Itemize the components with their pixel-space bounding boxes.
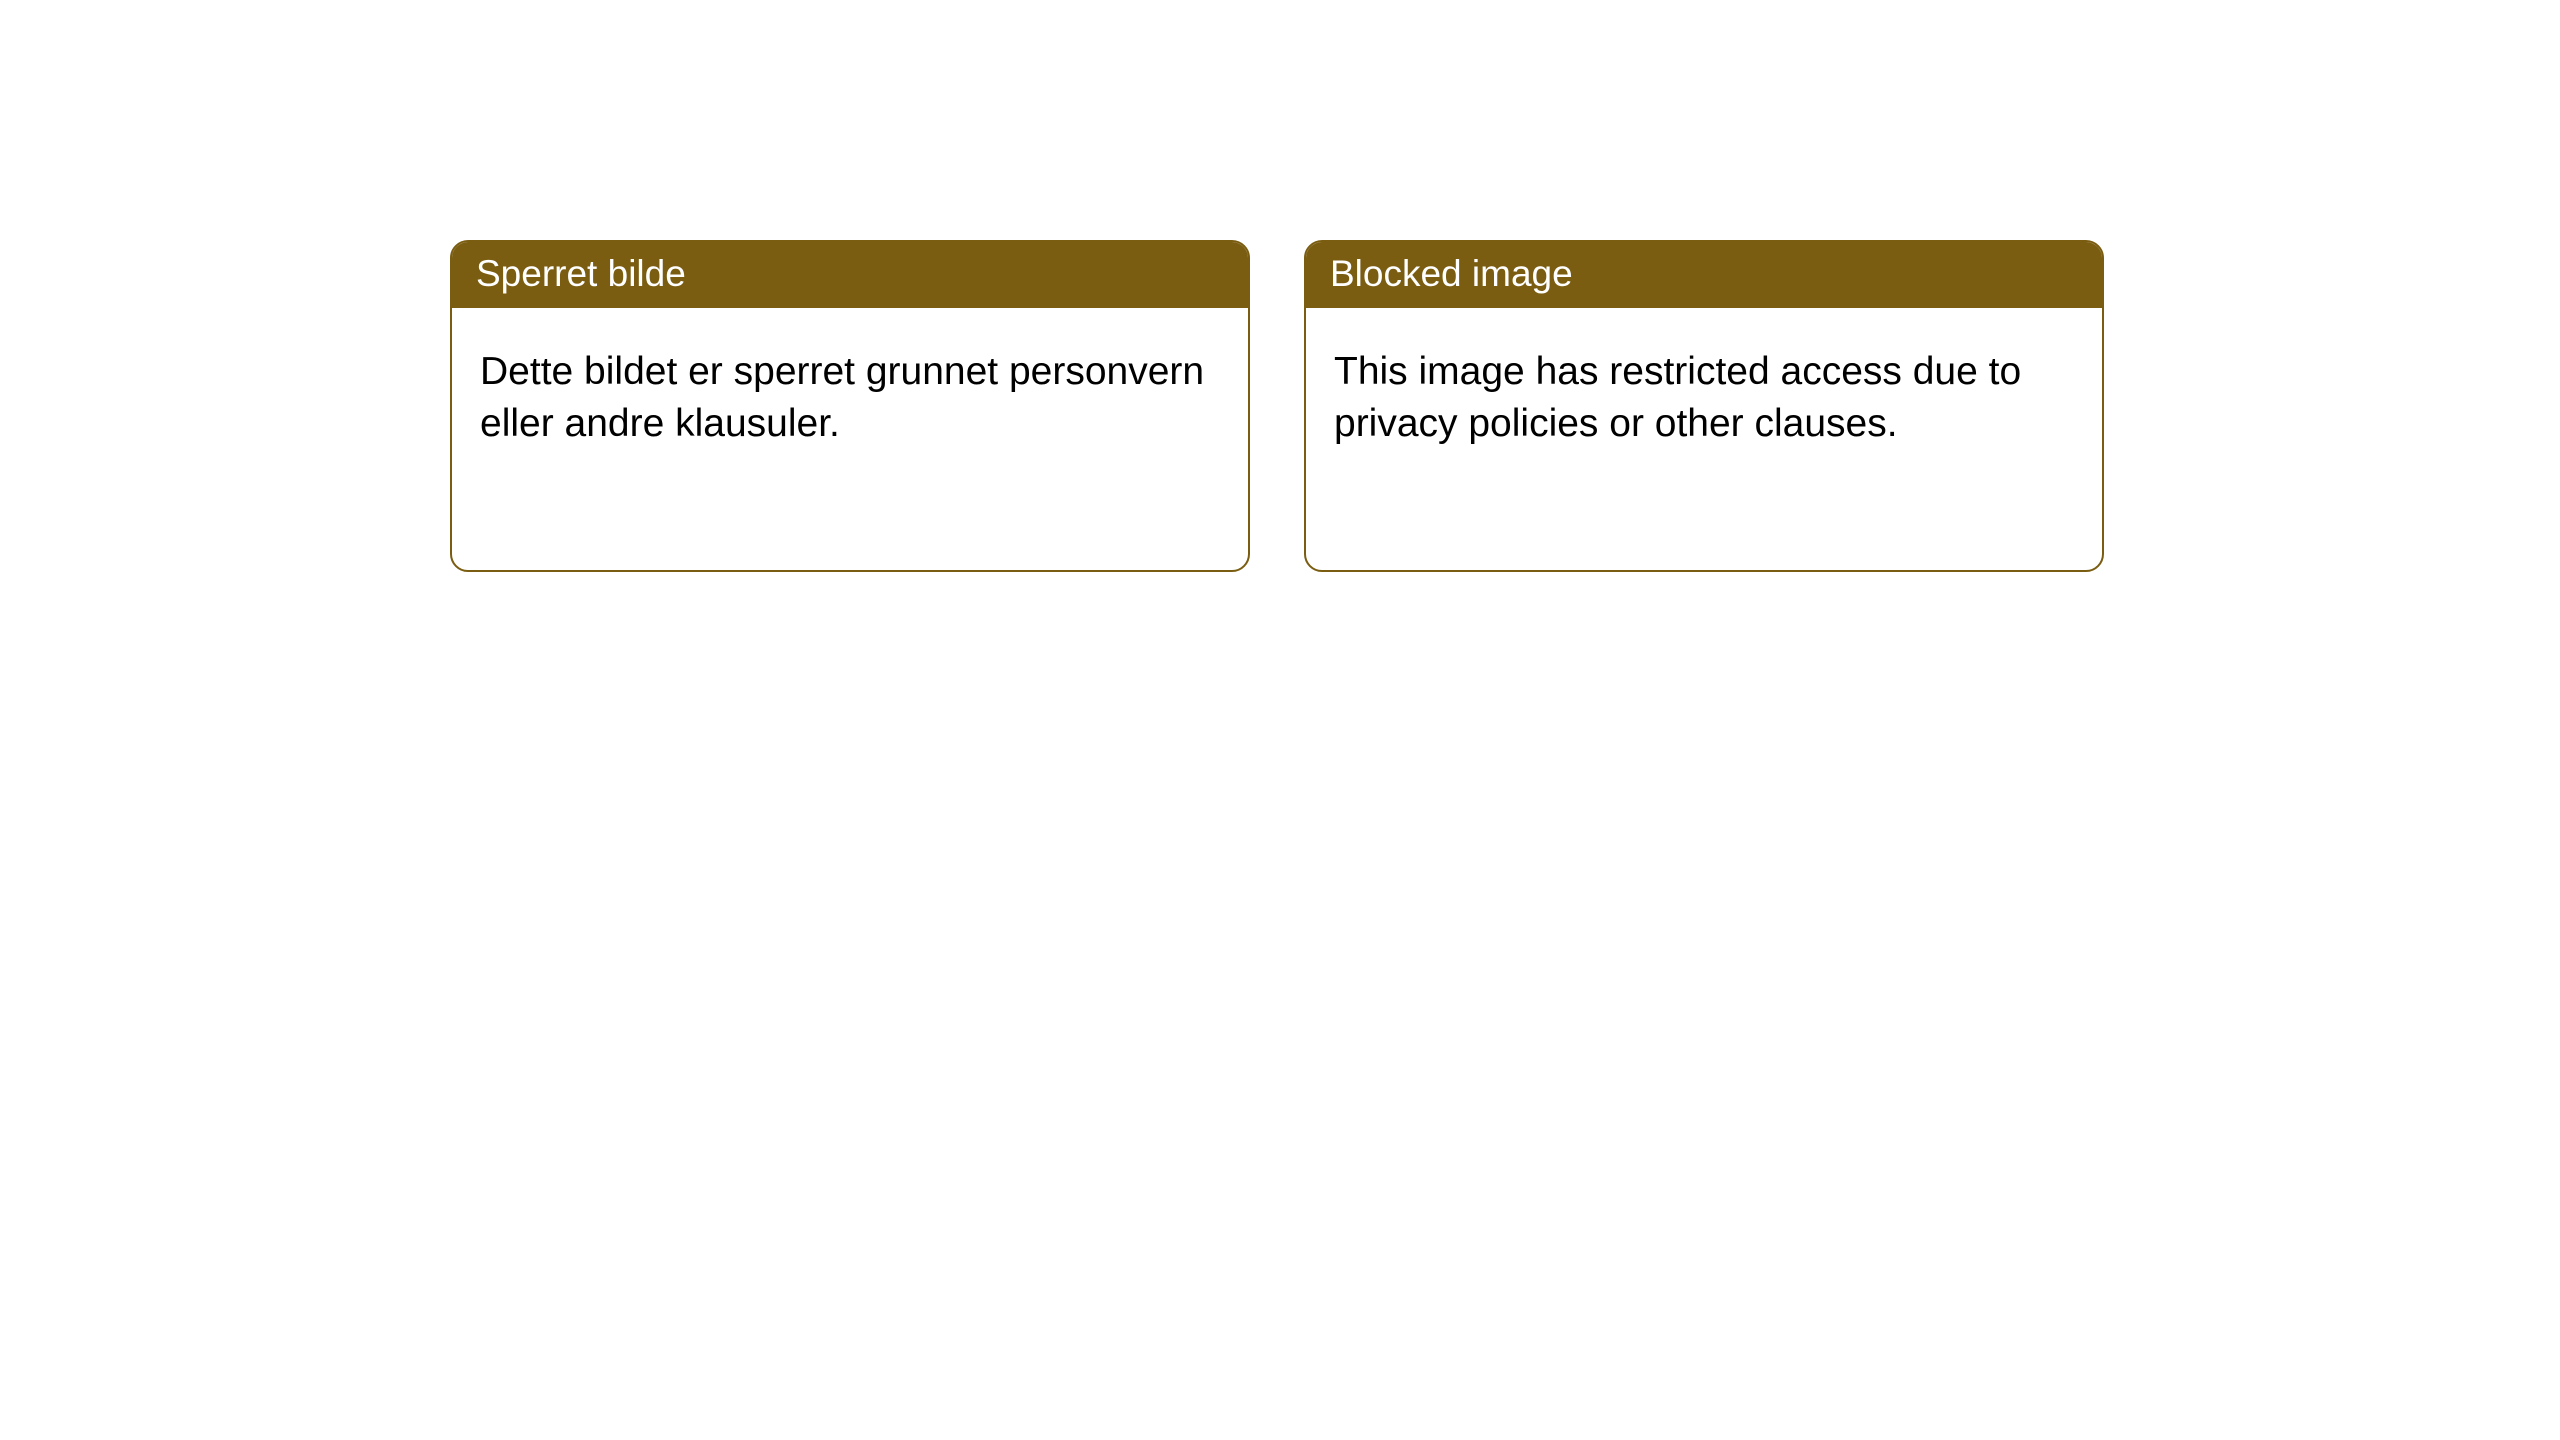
- notice-container: Sperret bilde Dette bildet er sperret gr…: [0, 0, 2560, 572]
- notice-body-text: This image has restricted access due to …: [1334, 350, 2021, 444]
- notice-header-text: Blocked image: [1330, 253, 1573, 294]
- notice-card-norwegian: Sperret bilde Dette bildet er sperret gr…: [450, 240, 1250, 572]
- notice-header-text: Sperret bilde: [476, 253, 686, 294]
- notice-body-text: Dette bildet er sperret grunnet personve…: [480, 350, 1204, 444]
- notice-card-english: Blocked image This image has restricted …: [1304, 240, 2104, 572]
- notice-header: Sperret bilde: [452, 242, 1248, 308]
- notice-body: This image has restricted access due to …: [1306, 308, 2102, 487]
- notice-body: Dette bildet er sperret grunnet personve…: [452, 308, 1248, 487]
- notice-header: Blocked image: [1306, 242, 2102, 308]
